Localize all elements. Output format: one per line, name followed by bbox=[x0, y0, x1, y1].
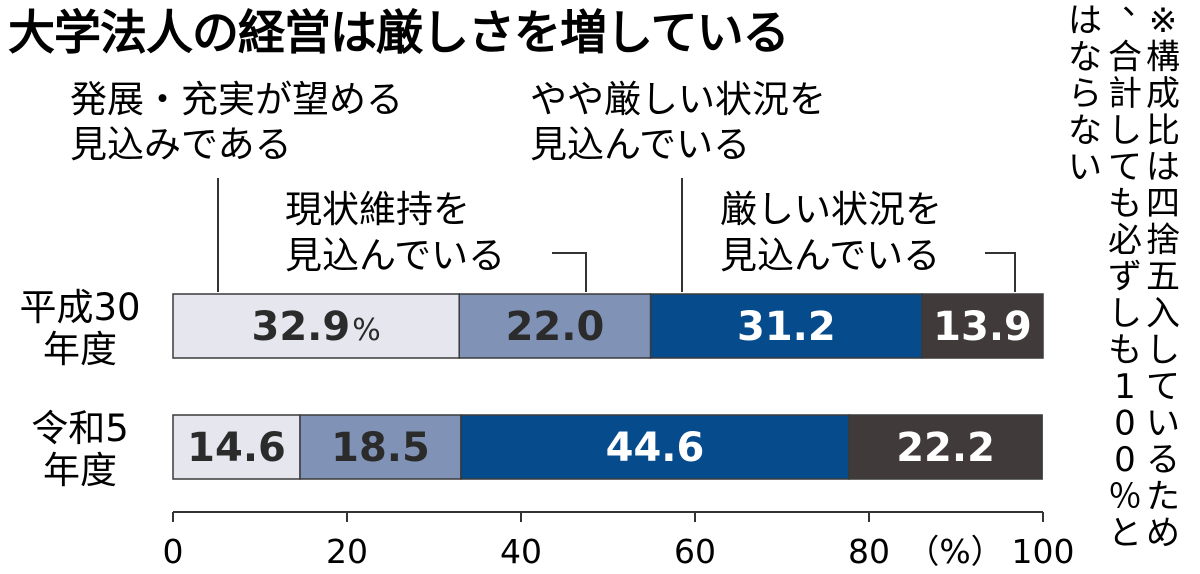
bars: 32.9% 22.0 31.2 13.9 14.6 18.5 44.6 22.2 bbox=[172, 293, 1044, 480]
data-label: 22.0 bbox=[506, 304, 605, 350]
bar-segment bbox=[921, 293, 1044, 359]
data-label: 13.9 bbox=[933, 304, 1032, 350]
x-tick-label: 60 bbox=[674, 532, 716, 571]
x-tick-label: 100 bbox=[1012, 532, 1075, 571]
category-label: 令和5 年度 bbox=[31, 407, 129, 492]
legend-label: やや厳しい状況を見込んでいる bbox=[530, 78, 826, 166]
bar-segment bbox=[172, 293, 460, 359]
chart-title: 大学法人の経営は厳しさを増している bbox=[8, 6, 789, 61]
data-label: 22.2 bbox=[896, 425, 995, 471]
x-tick-label: 20 bbox=[326, 532, 368, 571]
data-label: 31.2 bbox=[737, 304, 836, 350]
bar-segment bbox=[460, 414, 850, 480]
legend-label: 厳しい状況を見込んでいる bbox=[720, 188, 942, 277]
x-tick-label: 80 bbox=[848, 532, 890, 571]
bar-segment bbox=[458, 293, 652, 359]
axis-unit: （%） bbox=[906, 532, 1003, 571]
bar-segment bbox=[172, 414, 301, 480]
footnote: ※構成比は四捨五入しているため、合計しても必ずしも 1 0 0 ％とはならない bbox=[1068, 0, 1180, 553]
x-tick-label: 0 bbox=[163, 532, 184, 571]
category-label: 平成30 年度 bbox=[19, 286, 140, 371]
data-label: 44.6 bbox=[606, 425, 705, 471]
legend-leader-lines bbox=[217, 178, 1016, 292]
legend-label: 発展・充実が望める見込みである bbox=[70, 78, 403, 166]
data-label: 14.6 bbox=[187, 425, 286, 471]
x-tick-label: 40 bbox=[500, 532, 542, 571]
bar-segment bbox=[299, 414, 462, 480]
legend-labels: 発展・充実が望める見込みである現状維持を見込んでいるやや厳しい状況を見込んでいる… bbox=[70, 78, 942, 277]
bar-segment bbox=[848, 414, 1043, 480]
x-axis: 0 20 40 60 80 100（%） bbox=[163, 511, 1075, 571]
footnote-text: ※構成比は四捨五入しているため、合計しても必ずしも 1 0 0 ％とはならない bbox=[1068, 0, 1180, 553]
data-label: 18.5 bbox=[331, 425, 430, 471]
leader-line bbox=[552, 252, 587, 292]
leader-line bbox=[985, 252, 1016, 292]
bar-segment bbox=[649, 293, 923, 359]
data-label: 32.9% bbox=[252, 304, 381, 350]
legend-label: 現状維持を見込んでいる bbox=[285, 188, 505, 277]
